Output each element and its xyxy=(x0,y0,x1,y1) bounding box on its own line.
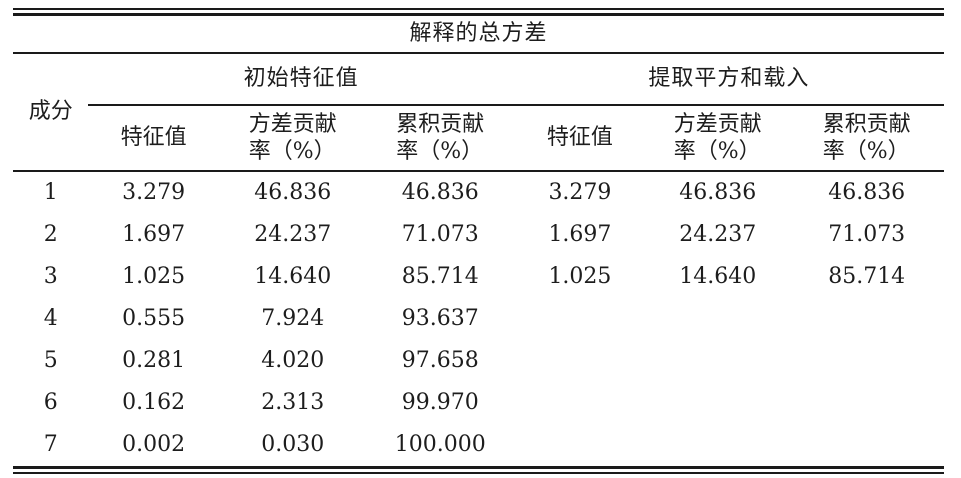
cell-value: 1.025 xyxy=(548,264,612,290)
cell-value: 100.000 xyxy=(394,432,486,458)
table-row: 5 0.281 4.020 97.658 xyxy=(13,340,944,382)
sub-header-label: 特征值 xyxy=(120,125,187,151)
sub-header-label: 方差贡献 率（%） xyxy=(673,111,762,165)
cell-value xyxy=(646,382,789,424)
cell-value: 14.640 xyxy=(679,264,757,290)
cell-component: 1 xyxy=(43,180,58,206)
table-row: 3 1.025 14.640 85.714 1.025 14.640 85.71… xyxy=(13,256,944,298)
table-row: 2 1.697 24.237 71.073 1.697 24.237 71.07… xyxy=(13,214,944,256)
cell-value: 3.279 xyxy=(122,180,186,206)
cell-value xyxy=(646,298,789,340)
sub-header-cumulative-pct-extraction: 累积贡献 率（%） xyxy=(789,105,944,172)
cell-value: 0.162 xyxy=(122,390,186,416)
bottom-double-rule xyxy=(13,466,944,474)
group-header-extraction-loadings: 提取平方和载入 xyxy=(513,53,944,106)
cell-component: 3 xyxy=(43,264,58,290)
cell-value: 46.836 xyxy=(828,180,906,206)
cell-value xyxy=(514,298,646,340)
table-row: 7 0.002 0.030 100.000 xyxy=(13,424,944,466)
cell-value: 1.697 xyxy=(122,222,186,248)
cell-value: 93.637 xyxy=(401,306,479,332)
cell-component: 7 xyxy=(43,432,58,458)
cell-component: 5 xyxy=(43,348,58,374)
sub-header-label: 累积贡献 率（%） xyxy=(822,111,911,165)
cell-value: 0.555 xyxy=(122,306,186,332)
table-row: 1 3.279 46.836 46.836 3.279 46.836 46.83… xyxy=(13,171,944,214)
cell-value: 2.313 xyxy=(261,390,325,416)
title-row: 解释的总方差 xyxy=(13,16,944,54)
cell-value: 1.697 xyxy=(548,222,612,248)
group-header-initial-eigenvalues: 初始特征值 xyxy=(88,53,514,106)
sub-header-variance-pct-initial: 方差贡献 率（%） xyxy=(218,105,367,172)
cell-value: 85.714 xyxy=(828,264,906,290)
cell-component: 4 xyxy=(43,306,58,332)
cell-value: 46.836 xyxy=(401,180,479,206)
cell-value: 46.836 xyxy=(254,180,332,206)
cell-value xyxy=(646,424,789,466)
top-double-rule xyxy=(13,8,944,16)
total-variance-explained-table: 解释的总方差 成分 初始特征值 提取平方和载入 特征值 方差贡献 率（%） 累积… xyxy=(13,16,944,466)
cell-value xyxy=(514,340,646,382)
cell-value: 0.002 xyxy=(122,432,186,458)
cell-component: 2 xyxy=(43,222,58,248)
cell-component: 6 xyxy=(43,390,58,416)
cell-value xyxy=(514,424,646,466)
sub-header-label: 累积贡献 率（%） xyxy=(396,111,485,165)
component-column-header: 成分 xyxy=(13,53,89,172)
group-header-row: 成分 初始特征值 提取平方和载入 xyxy=(13,53,944,172)
cell-value: 7.924 xyxy=(261,306,325,332)
cell-value: 24.237 xyxy=(254,222,332,248)
cell-value: 99.970 xyxy=(401,390,479,416)
sub-header-label: 方差贡献 率（%） xyxy=(248,111,337,165)
cell-value: 71.073 xyxy=(401,222,479,248)
cell-value: 97.658 xyxy=(401,348,479,374)
sub-header-eigenvalue-extraction: 特征值 xyxy=(513,105,647,172)
sub-header-cumulative-pct-initial: 累积贡献 率（%） xyxy=(366,105,514,172)
cell-value: 0.030 xyxy=(261,432,325,458)
cell-value xyxy=(789,340,944,382)
sub-header-variance-pct-extraction: 方差贡献 率（%） xyxy=(646,105,790,172)
cell-value: 4.020 xyxy=(261,348,325,374)
table-row: 4 0.555 7.924 93.637 xyxy=(13,298,944,340)
cell-value xyxy=(646,340,789,382)
cell-value xyxy=(789,298,944,340)
cell-value: 0.281 xyxy=(122,348,186,374)
cell-value: 3.279 xyxy=(548,180,612,206)
cell-value xyxy=(789,382,944,424)
sub-header-eigenvalue-initial: 特征值 xyxy=(88,105,219,172)
cell-value: 24.237 xyxy=(679,222,757,248)
table-row: 6 0.162 2.313 99.970 xyxy=(13,382,944,424)
cell-value: 71.073 xyxy=(828,222,906,248)
cell-value: 46.836 xyxy=(679,180,757,206)
table-title: 解释的总方差 xyxy=(13,16,944,54)
sub-header-label: 特征值 xyxy=(546,125,613,151)
cell-value: 14.640 xyxy=(254,264,332,290)
sub-header-row: 特征值 方差贡献 率（%） 累积贡献 率（%） 特征值 方差贡献 率（%） 累积… xyxy=(13,105,944,172)
cell-value: 85.714 xyxy=(401,264,479,290)
cell-value xyxy=(789,424,944,466)
cell-value: 1.025 xyxy=(122,264,186,290)
cell-value xyxy=(514,382,646,424)
